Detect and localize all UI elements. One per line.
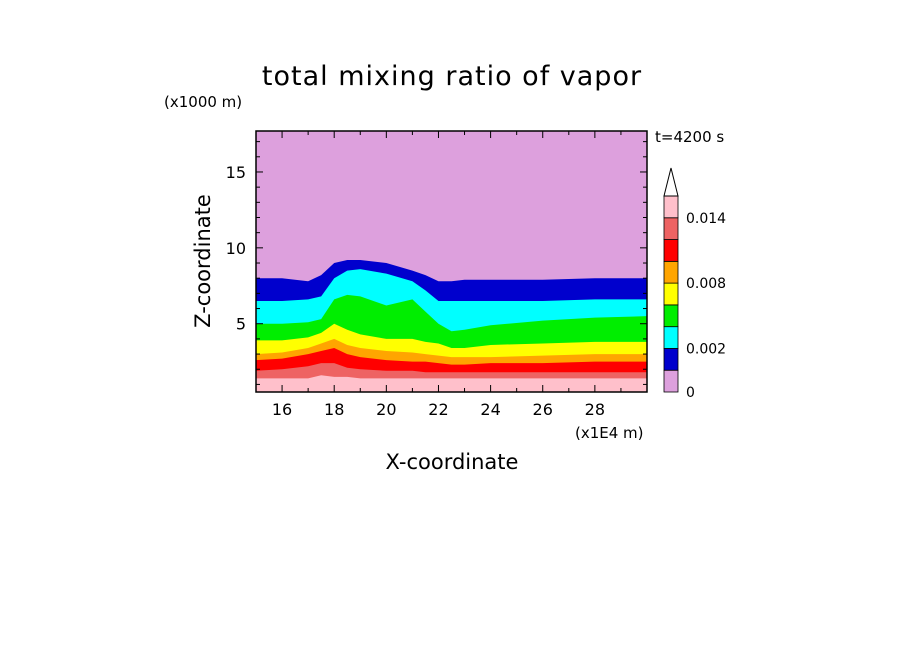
colorbar-swatch xyxy=(663,348,679,371)
band-9 xyxy=(256,385,647,392)
x-tick-label: 16 xyxy=(272,400,292,419)
colorbar-tick-label: 0 xyxy=(686,385,695,401)
y-multiplier-label: (x1000 m) xyxy=(164,93,242,111)
chart-title: total mixing ratio of vapor xyxy=(262,61,642,92)
colorbar-swatch xyxy=(663,217,679,240)
colorbar-tick-label: 0.002 xyxy=(686,341,726,357)
colorbar-swatch xyxy=(663,195,679,219)
x-tick-label: 20 xyxy=(376,400,396,419)
x-multiplier-label: (x1E4 m) xyxy=(575,424,644,442)
x-tick-label: 26 xyxy=(533,400,553,419)
x-tick-label: 24 xyxy=(480,400,500,419)
colorbar-tick-label: 0.014 xyxy=(686,211,726,227)
colorbar-tick-label: 0.008 xyxy=(686,276,726,292)
colorbar-swatch xyxy=(663,282,679,306)
contour-bands xyxy=(256,131,647,392)
colorbar-swatch xyxy=(663,239,679,262)
y-tick-label: 5 xyxy=(236,315,246,334)
y-tick-label: 10 xyxy=(226,239,246,258)
colorbar-swatch xyxy=(663,369,679,393)
plot-frame xyxy=(255,130,648,393)
y-axis-label: Z-coordinate xyxy=(191,194,215,328)
colorbar-extend-arrow xyxy=(663,167,679,197)
y-tick-label: 15 xyxy=(226,163,246,182)
colorbar-swatch xyxy=(663,304,679,328)
x-axis: 16 18 20 22 24 26 28 xyxy=(255,131,648,419)
x-tick-label: 22 xyxy=(428,400,448,419)
colorbar: 0 0.002 0.008 0.014 xyxy=(663,167,726,401)
colorbar-swatch xyxy=(663,260,679,284)
y-axis: 5 10 15 xyxy=(226,141,647,385)
colorbar-swatch xyxy=(663,326,679,349)
time-label: t=4200 s xyxy=(655,128,724,146)
x-axis-label: X-coordinate xyxy=(386,450,519,474)
x-tick-label: 28 xyxy=(585,400,605,419)
x-tick-label: 18 xyxy=(324,400,344,419)
